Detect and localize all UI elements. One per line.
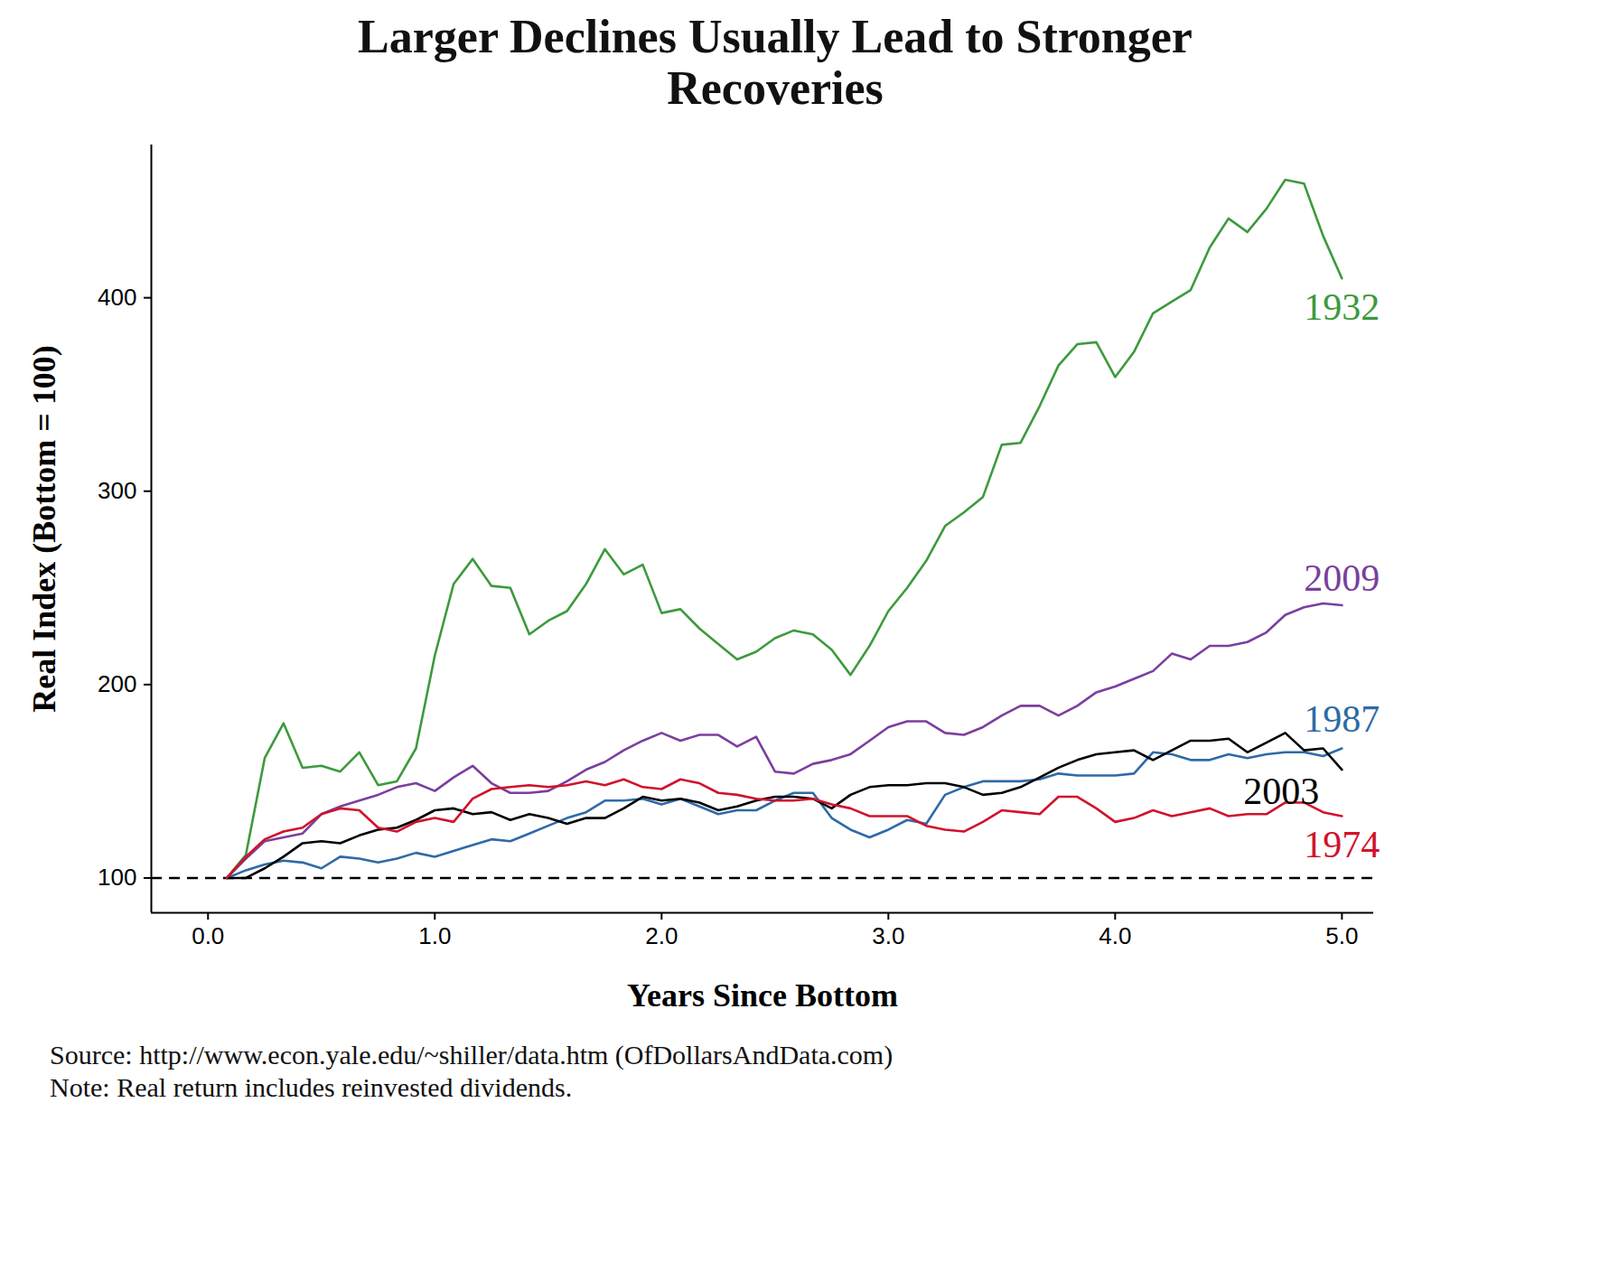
- html-text:Source: http://www.econ.yale.e: Source: http://www.econ.yale.edu/~shille…: [49, 1040, 893, 1071]
- svg-text:1.0: 1.0: [418, 922, 451, 950]
- svg-text:5.0: 5.0: [1325, 922, 1358, 950]
- svg-text:Years Since Bottom: Years Since Bottom: [626, 977, 899, 1014]
- svg-text:2009: 2009: [1303, 557, 1380, 599]
- html-text:Note: Real return includes rei: Note: Real return includes reinvested di…: [49, 1072, 573, 1103]
- svg-text:400: 400: [97, 283, 137, 311]
- html-text:Larger Declines Usually Lead t: Larger Declines Usually Lead to Stronger…: [357, 10, 1193, 115]
- svg-text:Real Index (Bottom = 100): Real Index (Bottom = 100): [26, 346, 63, 713]
- svg-text:1987: 1987: [1303, 698, 1380, 740]
- svg-text:4.0: 4.0: [1098, 922, 1132, 950]
- svg-text:100: 100: [97, 864, 137, 892]
- svg-text:3.0: 3.0: [871, 922, 905, 950]
- svg-text:1932: 1932: [1303, 286, 1380, 328]
- svg-text:2003: 2003: [1243, 770, 1320, 813]
- svg-text:0.0: 0.0: [191, 922, 225, 950]
- svg-text:200: 200: [97, 671, 137, 699]
- svg-text:300: 300: [97, 477, 137, 505]
- svg-text:2.0: 2.0: [645, 922, 678, 950]
- svg-text:1974: 1974: [1303, 823, 1380, 866]
